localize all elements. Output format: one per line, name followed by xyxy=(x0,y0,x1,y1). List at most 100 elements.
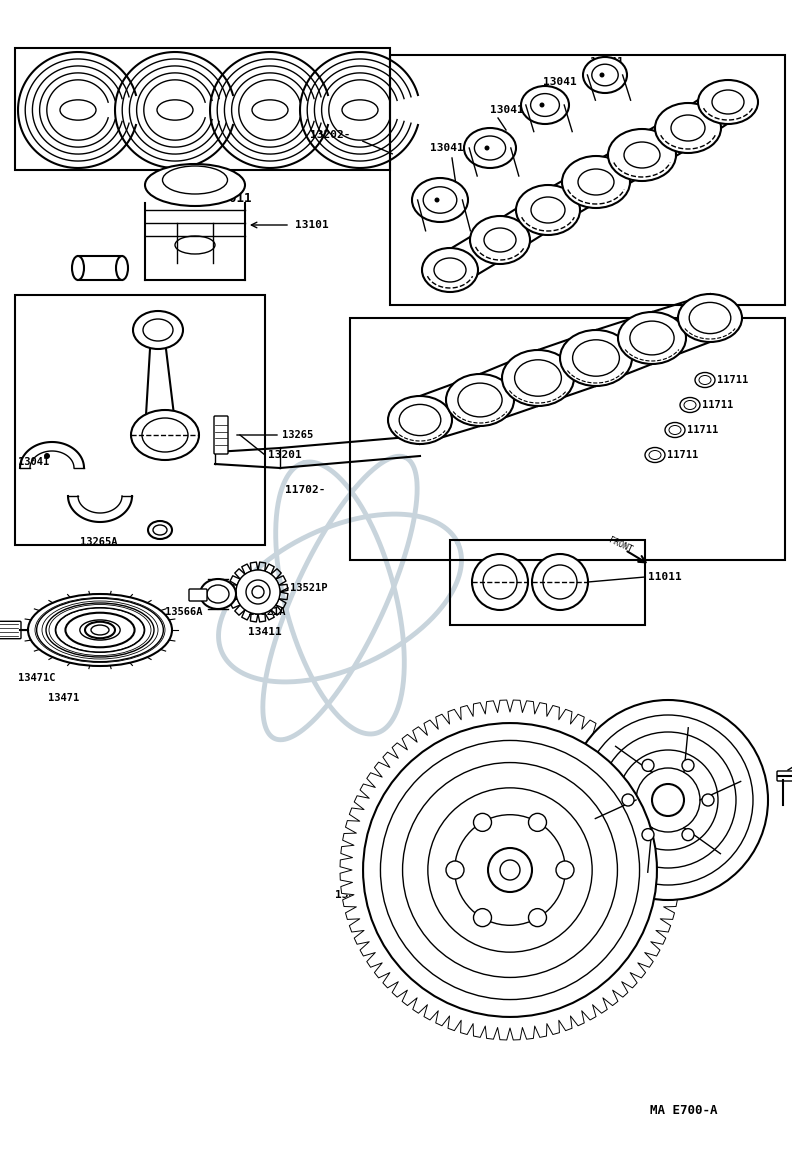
Ellipse shape xyxy=(680,397,700,412)
Ellipse shape xyxy=(46,603,154,657)
Text: 13101: 13101 xyxy=(295,220,329,230)
Ellipse shape xyxy=(560,330,632,386)
Text: 13041: 13041 xyxy=(590,57,624,67)
Text: 13411: 13411 xyxy=(248,626,282,637)
Ellipse shape xyxy=(446,374,514,426)
FancyBboxPatch shape xyxy=(189,589,207,601)
Text: 11011: 11011 xyxy=(648,572,682,582)
Circle shape xyxy=(682,760,694,771)
Ellipse shape xyxy=(55,608,145,652)
Circle shape xyxy=(474,813,492,831)
Ellipse shape xyxy=(116,256,128,280)
Text: 13201: 13201 xyxy=(268,450,302,460)
Bar xyxy=(15,295,265,545)
Text: 11702-: 11702- xyxy=(285,485,326,494)
Bar xyxy=(350,318,785,560)
Circle shape xyxy=(455,815,565,925)
Circle shape xyxy=(583,714,753,885)
Ellipse shape xyxy=(66,613,135,647)
Ellipse shape xyxy=(695,373,715,388)
Circle shape xyxy=(435,198,440,203)
Text: 13041: 13041 xyxy=(18,457,49,467)
Ellipse shape xyxy=(36,599,163,661)
Ellipse shape xyxy=(583,57,627,93)
Circle shape xyxy=(652,784,684,816)
Text: 13265: 13265 xyxy=(282,430,314,440)
Circle shape xyxy=(539,103,545,108)
Circle shape xyxy=(682,829,694,841)
Ellipse shape xyxy=(148,521,172,538)
Circle shape xyxy=(380,740,640,999)
Circle shape xyxy=(622,794,634,806)
Text: 13011: 13011 xyxy=(215,191,253,205)
Circle shape xyxy=(472,554,528,610)
Ellipse shape xyxy=(131,410,199,460)
Ellipse shape xyxy=(470,217,530,264)
Circle shape xyxy=(528,909,546,926)
Circle shape xyxy=(600,73,604,78)
Circle shape xyxy=(428,787,592,952)
Circle shape xyxy=(600,732,736,868)
Text: MA E700-A: MA E700-A xyxy=(650,1104,718,1116)
Ellipse shape xyxy=(422,248,478,292)
Ellipse shape xyxy=(678,294,742,342)
Ellipse shape xyxy=(80,620,120,640)
Ellipse shape xyxy=(145,164,245,206)
Text: 13471C: 13471C xyxy=(18,673,55,683)
Circle shape xyxy=(236,570,280,614)
Ellipse shape xyxy=(464,129,516,168)
Circle shape xyxy=(556,862,574,879)
Bar xyxy=(390,54,785,305)
Text: 13471: 13471 xyxy=(48,692,79,703)
Ellipse shape xyxy=(665,423,685,438)
Circle shape xyxy=(488,848,532,892)
Ellipse shape xyxy=(655,103,721,153)
Circle shape xyxy=(474,909,492,926)
Ellipse shape xyxy=(698,80,758,124)
Ellipse shape xyxy=(516,185,580,235)
Text: 13202-: 13202- xyxy=(310,130,351,140)
Polygon shape xyxy=(340,701,680,1040)
Ellipse shape xyxy=(133,312,183,349)
Text: 11711: 11711 xyxy=(687,425,718,435)
Ellipse shape xyxy=(28,594,172,666)
Text: 13405: 13405 xyxy=(390,915,424,925)
Text: 13521P: 13521P xyxy=(290,582,328,593)
FancyBboxPatch shape xyxy=(214,416,228,454)
Text: 13041: 13041 xyxy=(430,142,464,153)
Text: 13041: 13041 xyxy=(543,76,577,87)
Circle shape xyxy=(568,699,768,900)
Circle shape xyxy=(446,862,464,879)
Circle shape xyxy=(642,829,654,841)
Bar xyxy=(15,47,390,170)
FancyBboxPatch shape xyxy=(777,771,792,780)
Circle shape xyxy=(528,813,546,831)
Circle shape xyxy=(363,723,657,1017)
Ellipse shape xyxy=(412,178,468,222)
Text: 13453: 13453 xyxy=(335,891,369,900)
Circle shape xyxy=(636,768,700,831)
Text: 11711: 11711 xyxy=(702,400,733,410)
Circle shape xyxy=(402,763,618,977)
FancyBboxPatch shape xyxy=(0,622,21,639)
Text: 13265A: 13265A xyxy=(80,537,117,547)
Ellipse shape xyxy=(608,129,676,181)
Ellipse shape xyxy=(72,256,84,280)
Text: 13041: 13041 xyxy=(490,105,524,115)
Circle shape xyxy=(702,794,714,806)
Circle shape xyxy=(642,760,654,771)
Ellipse shape xyxy=(388,396,452,444)
Ellipse shape xyxy=(502,350,574,406)
Text: 11711: 11711 xyxy=(667,450,699,460)
Ellipse shape xyxy=(645,447,665,462)
Circle shape xyxy=(618,750,718,850)
Ellipse shape xyxy=(562,156,630,208)
Circle shape xyxy=(485,146,489,151)
Text: 13521A: 13521A xyxy=(248,607,285,617)
Circle shape xyxy=(44,453,50,459)
Ellipse shape xyxy=(618,312,686,364)
Text: 13566A: 13566A xyxy=(165,607,203,617)
Circle shape xyxy=(532,554,588,610)
Ellipse shape xyxy=(200,579,236,609)
Text: 11711: 11711 xyxy=(717,375,748,384)
